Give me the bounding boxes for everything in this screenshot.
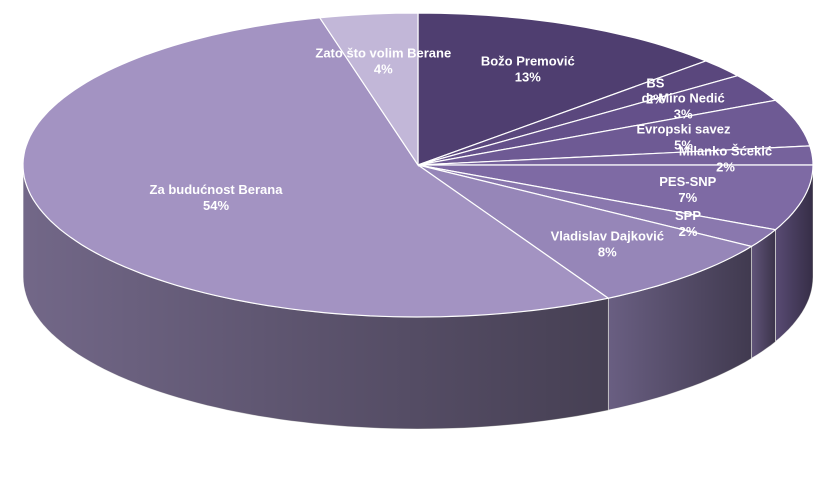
slice-percent: 2% xyxy=(646,91,665,106)
slice-percent: 4% xyxy=(374,61,393,76)
pie-slice-zato-sto-volim-berane xyxy=(318,12,419,167)
slice-name: BS xyxy=(646,75,664,90)
slice-percent: 2% xyxy=(679,224,698,239)
pie-slice-milanko-scekic xyxy=(417,145,814,166)
pie-tops xyxy=(22,12,814,318)
pie-slice-spp xyxy=(417,164,777,248)
slice-name: Vladislav Dajković xyxy=(551,229,664,244)
pie-sides xyxy=(22,164,814,430)
pie-slice-vladislav-dajkovic xyxy=(417,164,754,299)
pie-slice-za-buducnost-berana xyxy=(22,17,610,318)
pie-slice-evropski-savez xyxy=(417,99,811,166)
slice-name: dr Miro Nedić xyxy=(642,91,725,106)
slice-name: SPP xyxy=(675,208,701,223)
pie-side-shade-pes-snp xyxy=(775,165,813,342)
pie-side-shade-spp xyxy=(751,229,776,359)
slice-name: Evropski savez xyxy=(637,121,731,136)
slice-percent: 2% xyxy=(716,160,735,175)
pie-slice-dr-miro-nedic xyxy=(417,75,777,166)
pie-slice-bozo-premovic xyxy=(417,12,708,166)
pie-side-shade-za-buducnost-berana xyxy=(23,165,609,429)
pie-slice-bs xyxy=(417,60,740,166)
slice-percent: 5% xyxy=(674,137,693,152)
slice-name: Božo Premović xyxy=(481,53,575,68)
slice-name: Milanko Šćekić xyxy=(679,144,772,159)
slice-percent: 8% xyxy=(598,245,617,260)
slice-label-bs: BS2% xyxy=(646,75,665,106)
slice-name: Zato što volim Berane xyxy=(315,45,451,60)
slice-percent: 7% xyxy=(678,190,697,205)
slice-percent: 3% xyxy=(674,107,693,122)
slice-name: PES-SNP xyxy=(659,174,716,189)
pie-side-shade-vladislav-dajkovic xyxy=(608,246,752,411)
slice-percent: 54% xyxy=(203,198,229,213)
pie-slice-pes-snp xyxy=(417,164,814,231)
slice-name: Za budućnost Berana xyxy=(150,182,284,197)
slice-percent: 13% xyxy=(515,69,541,84)
